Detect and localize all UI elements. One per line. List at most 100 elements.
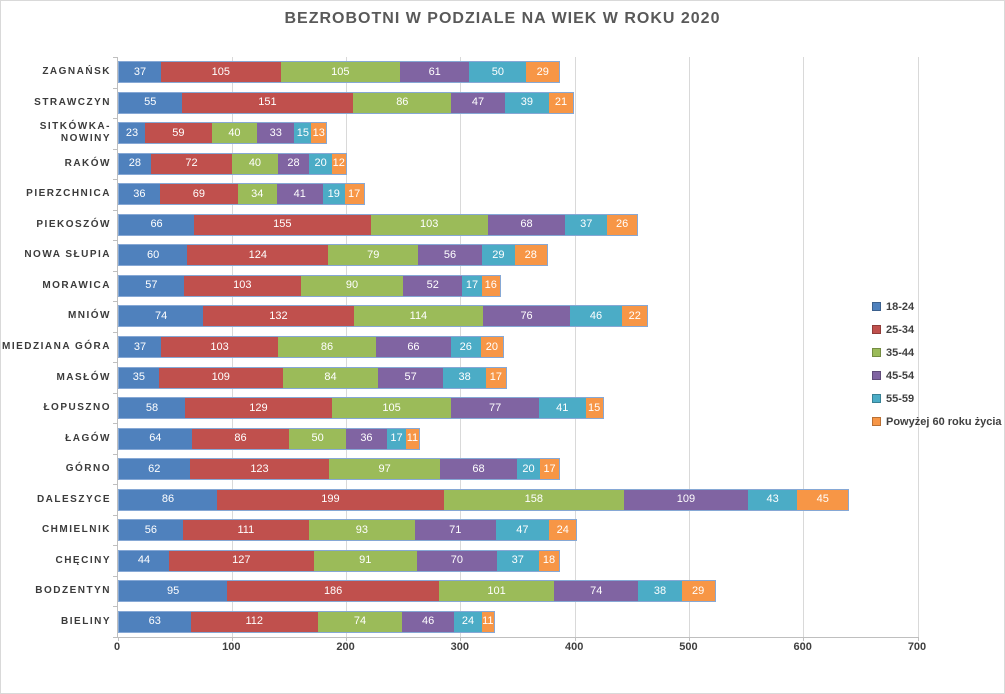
bar-value-label: 109 — [676, 493, 696, 506]
bar-segment: 63 — [119, 611, 191, 632]
bar-row: 74 132 114 76 46 22 — [118, 305, 649, 328]
plot-area: 37 105 105 61 50 29 55 151 86 47 39 21 23 59 40 33 15 13 2… — [113, 56, 919, 641]
category-label: BIELINY — [61, 615, 111, 627]
bar-value-label: 15 — [588, 401, 601, 414]
x-tickmark-700 — [917, 637, 919, 641]
bar-value-label: 74 — [353, 615, 367, 628]
bar-value-label: 77 — [489, 401, 502, 414]
bar-value-label: 95 — [166, 584, 180, 597]
bar-segment: 61 — [400, 62, 470, 83]
x-tick-label: 600 — [793, 641, 812, 653]
legend-swatch — [872, 348, 881, 357]
bar-value-label: 47 — [471, 96, 485, 109]
bar-value-label: 114 — [409, 309, 428, 322]
bar-segment: 66 — [119, 214, 195, 235]
bar-value-label: 23 — [125, 126, 139, 139]
bar-value-label: 55 — [144, 96, 157, 109]
bar-row: 55 151 86 47 39 21 — [118, 91, 574, 114]
legend: 18-24 25-34 35-44 45-54 55-59 Powyżej 60 roku… — [872, 295, 1002, 433]
bar-segment: 103 — [161, 337, 279, 357]
bar-segment: 158 — [443, 489, 624, 510]
category-label: CHĘCINY — [55, 554, 111, 566]
bar-value-label: 17 — [390, 432, 403, 445]
bar-segment: 112 — [190, 611, 318, 632]
bar-segment: 70 — [417, 550, 497, 571]
bar-segment: 105 — [161, 62, 281, 83]
bar-segment: 39 — [504, 92, 550, 113]
bar-value-label: 127 — [232, 554, 251, 567]
legend-item: 18-24 — [872, 295, 1002, 318]
bar-segment: 91 — [313, 550, 418, 571]
category-axis: ZAGNAŃSK STRAWCZYN SITKÓWKA- NOWINY RAKÓW PI… — [1, 57, 111, 637]
bar-value-label: 17 — [348, 187, 361, 200]
y-tickmark — [113, 483, 117, 485]
bar-segment: 46 — [402, 611, 455, 632]
bar-segment: 13 — [311, 123, 327, 144]
bar-segment: 74 — [317, 611, 403, 632]
category-label: RAKÓW — [64, 157, 111, 169]
bar-segment: 38 — [443, 367, 487, 388]
bar-row: 28 72 40 28 20 12 — [118, 152, 347, 175]
bar-segment: 17 — [539, 459, 560, 480]
bar-value-label: 72 — [185, 157, 198, 170]
value-axis: 0 100 200 300 400 500 600 700 — [114, 641, 926, 657]
bar-value-label: 109 — [211, 371, 230, 384]
bar-segment: 105 — [280, 62, 400, 83]
legend-swatch — [872, 302, 881, 311]
bar-segment: 56 — [418, 245, 482, 266]
bar-value-label: 29 — [692, 584, 705, 597]
bar-value-label: 13 — [312, 126, 325, 139]
x-tick-label: 100 — [222, 641, 241, 653]
category-label: GÓRNO — [65, 463, 111, 475]
bar-segment: 77 — [451, 398, 539, 419]
bar-value-label: 86 — [396, 96, 409, 109]
bar-value-label: 103 — [420, 218, 439, 231]
bar-value-label: 18 — [542, 554, 556, 567]
bar-value-label: 123 — [250, 462, 269, 475]
bar-segment: 17 — [344, 184, 364, 205]
bar-segment: 66 — [375, 337, 451, 357]
bar-value-label: 101 — [487, 584, 506, 597]
x-tickmark-100 — [231, 637, 233, 641]
bar-segment: 90 — [300, 275, 404, 296]
bar-segment: 15 — [585, 398, 603, 419]
bar-value-label: 26 — [616, 218, 629, 231]
bar-row: 86 199 158 109 43 45 — [118, 488, 850, 511]
category-label: CHMIELNIK — [41, 524, 111, 536]
category-label: MNIÓW — [67, 310, 111, 322]
bar-value-label: 86 — [320, 340, 334, 353]
bar-segment: 17 — [386, 428, 407, 449]
bar-value-label: 39 — [520, 96, 534, 109]
bar-value-label: 103 — [233, 279, 252, 292]
bar-segment: 72 — [150, 153, 233, 174]
x-tick-label: 700 — [907, 641, 927, 653]
bar-segment: 109 — [623, 489, 749, 510]
bar-value-label: 37 — [133, 340, 147, 353]
bar-value-label: 17 — [465, 279, 479, 292]
bar-value-label: 38 — [653, 584, 667, 597]
category-label: MASŁÓW — [56, 371, 111, 383]
bar-segment: 46 — [569, 306, 623, 327]
bar-value-label: 105 — [331, 65, 350, 78]
bar-segment: 56 — [119, 520, 183, 541]
bar-row: 23 59 40 33 15 13 — [118, 122, 328, 145]
bar-segment: 109 — [158, 367, 283, 388]
bar-value-label: 38 — [458, 371, 471, 384]
y-tickmark — [113, 422, 117, 424]
bar-segment: 44 — [119, 550, 170, 571]
x-tickmark-300 — [460, 637, 462, 641]
bar-value-label: 34 — [251, 187, 264, 200]
legend-label: Powyżej 60 roku życia — [886, 415, 1002, 428]
bar-value-label: 22 — [628, 309, 641, 322]
bar-segment: 74 — [554, 581, 639, 602]
y-tickmark — [113, 392, 117, 394]
bar-segment: 41 — [538, 398, 586, 419]
y-tickmark — [113, 544, 117, 546]
bar-segment: 57 — [119, 275, 184, 296]
category-label: BODZENTYN — [35, 585, 111, 597]
y-tickmark — [113, 575, 117, 577]
bar-segment: 151 — [181, 92, 354, 113]
bar-value-label: 33 — [269, 126, 282, 139]
legend-swatch — [872, 371, 881, 380]
bar-segment: 47 — [495, 520, 550, 541]
